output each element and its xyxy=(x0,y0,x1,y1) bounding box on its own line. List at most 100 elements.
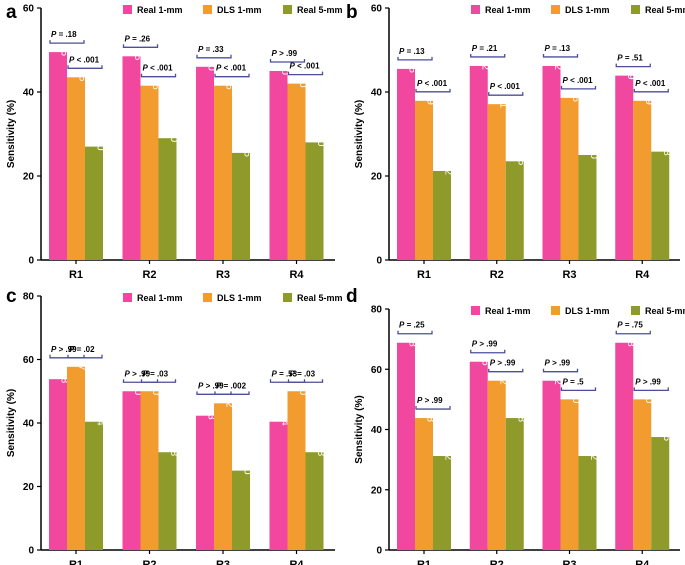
category-label: R1 xyxy=(417,559,431,565)
y-tick-label: 60 xyxy=(371,365,383,376)
p-value-bracket: P = .75 xyxy=(615,321,651,335)
legend-swatch xyxy=(631,5,640,14)
bar-value-label: 48.5 xyxy=(132,41,143,61)
y-tick-label: 40 xyxy=(371,425,383,436)
bar xyxy=(122,56,141,260)
p-value-bracket: P < .001 xyxy=(140,64,177,78)
p-value-label: P = .75 xyxy=(617,321,643,330)
bar xyxy=(49,379,67,550)
bar-value-label: 30.8 xyxy=(315,437,326,457)
bar xyxy=(214,403,232,550)
panel-c: c 0 20 40 60 80 Sensitivity (%) Real 1-mm DLS 1-… xyxy=(6,286,343,565)
category-label: R3 xyxy=(562,559,576,565)
p-value-label: P = .13 xyxy=(545,44,571,53)
legend-label: Real 1-mm xyxy=(485,306,531,316)
bar-value-label: 43.9 xyxy=(625,60,636,80)
bar-value-label: 25.8 xyxy=(661,136,672,156)
bar-value-label: 31.2 xyxy=(588,441,599,461)
bar xyxy=(287,83,306,260)
bar xyxy=(615,75,634,261)
p-value-bracket: P = .53 xyxy=(269,369,306,383)
bar-value-label: 25.0 xyxy=(588,140,599,160)
y-axis-label: Sensitivity (%) xyxy=(354,100,365,168)
bar-value-label: 37.9 xyxy=(643,85,654,105)
p-value-label: P = .53 xyxy=(272,369,298,378)
legend-swatch xyxy=(283,293,292,302)
bar-value-label: 49.5 xyxy=(59,37,70,57)
p-value-bracket: P > .99 xyxy=(269,49,306,63)
bar-value-label: 56.2 xyxy=(552,365,563,385)
legend-swatch xyxy=(631,306,640,315)
bracket-line xyxy=(49,40,85,44)
p-value-label: P = .18 xyxy=(51,30,77,39)
legend-label: DLS 1-mm xyxy=(217,5,262,15)
p-value-bracket: P = .26 xyxy=(122,34,159,48)
bar-value-label: 53.8 xyxy=(59,364,70,384)
p-value-bracket: P = .13 xyxy=(542,44,579,58)
p-value-bracket: P = .03 xyxy=(287,369,324,383)
bar xyxy=(651,437,670,550)
bar-value-label: 42.3 xyxy=(206,400,217,420)
legend-swatch xyxy=(471,306,480,315)
legend-label: Real 5-mm xyxy=(645,5,685,15)
bar xyxy=(415,418,433,550)
bar-value-label: 23.5 xyxy=(515,146,526,166)
panel-letter: a xyxy=(6,2,17,23)
p-value-label: P < .001 xyxy=(290,62,321,71)
p-value-bracket: P = .51 xyxy=(615,54,651,68)
bar-value-label: 46.2 xyxy=(479,50,490,70)
bar-value-label: 43.8 xyxy=(515,403,526,423)
bar xyxy=(196,415,214,550)
bar-value-label: 38.6 xyxy=(570,82,581,102)
bar xyxy=(140,391,159,550)
bar xyxy=(67,77,85,260)
y-tick-label: 0 xyxy=(376,546,382,557)
bar xyxy=(542,380,561,550)
y-axis-label: Sensitivity (%) xyxy=(354,395,365,463)
bar xyxy=(158,138,177,260)
bracket-line xyxy=(122,44,159,48)
y-tick-label: 40 xyxy=(23,88,35,99)
bracket-line xyxy=(560,85,597,90)
p-value-bracket: P < .001 xyxy=(67,55,103,69)
p-value-label: P < .001 xyxy=(417,79,448,88)
p-value-label: P = .26 xyxy=(125,34,151,43)
bar-value-label: 21.2 xyxy=(443,155,454,175)
bar xyxy=(542,65,561,261)
y-tick-label: 80 xyxy=(371,305,383,316)
p-value-bracket: P > .99 xyxy=(49,345,85,359)
bar-value-label: 46.0 xyxy=(206,51,217,71)
category-label: R1 xyxy=(417,269,431,281)
p-value-label: P > .99 xyxy=(490,359,516,368)
p-value-bracket: P > .99 xyxy=(633,377,669,392)
p-value-bracket: P > .99 xyxy=(542,359,579,373)
p-value-label: P > .99 xyxy=(198,381,224,390)
legend-label: DLS 1-mm xyxy=(565,5,610,15)
y-tick-label: 20 xyxy=(23,482,35,493)
p-value-label: P = .002 xyxy=(216,381,247,390)
panel-a: a 0 20 40 60 Sensitivity (%) Real 1-mm DLS 1-mm… xyxy=(6,2,343,281)
bracket-line xyxy=(615,330,651,335)
p-value-bracket: P = .03 xyxy=(140,369,177,383)
y-tick-label: 60 xyxy=(371,4,383,15)
p-value-label: P = .03 xyxy=(143,369,169,378)
bar-value-label: 41.5 xyxy=(150,70,161,90)
bracket-line xyxy=(196,391,232,395)
bar-value-label: 40.4 xyxy=(95,406,106,426)
category-label: R4 xyxy=(289,559,304,565)
bar-value-label: 68.8 xyxy=(407,327,418,347)
p-value-bracket: P < .001 xyxy=(488,82,524,96)
y-tick-label: 40 xyxy=(23,419,35,430)
p-value-label: P < .001 xyxy=(69,55,100,64)
p-value-label: P > .99 xyxy=(545,359,571,368)
legend-label: Real 1-mm xyxy=(137,293,183,303)
bracket-line xyxy=(633,88,669,93)
bar-value-label: 40.4 xyxy=(279,406,290,426)
bar-value-label: 43.5 xyxy=(77,62,88,82)
p-value-label: P = .21 xyxy=(472,44,498,53)
bar xyxy=(433,456,451,550)
bar-value-label: 50.0 xyxy=(150,376,161,396)
bar xyxy=(140,85,159,260)
bar xyxy=(67,366,85,550)
